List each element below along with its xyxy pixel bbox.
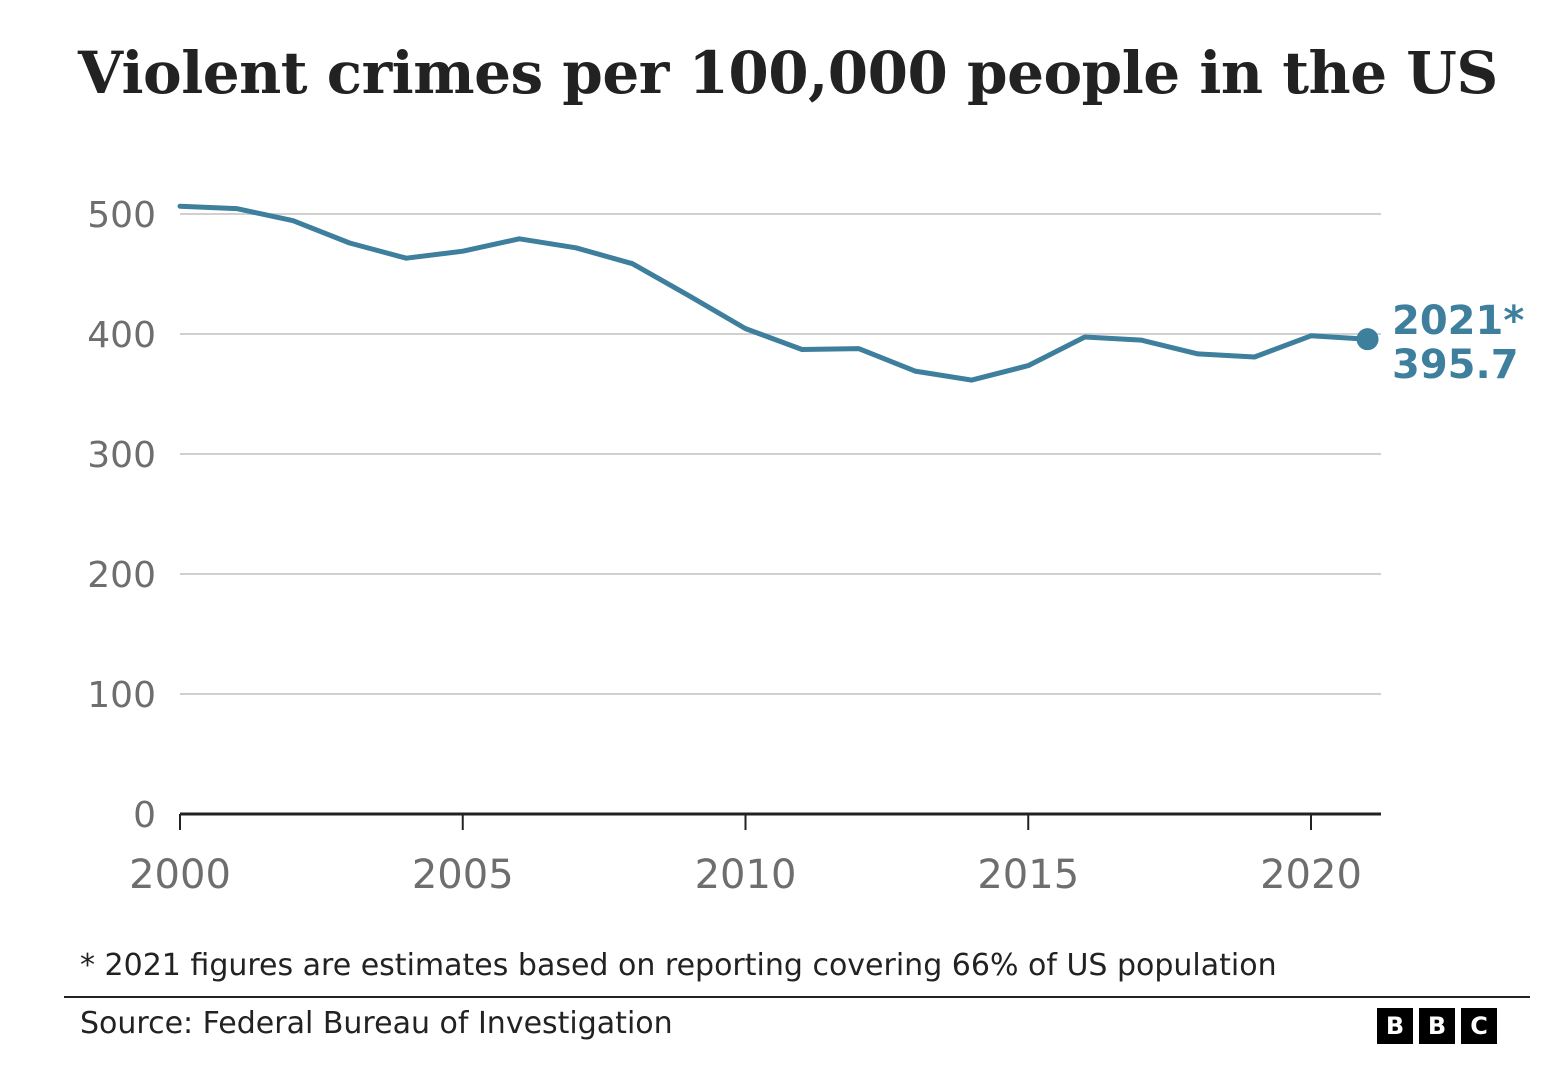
y-tick-label: 200	[87, 555, 156, 596]
x-axis	[179, 812, 1381, 830]
x-axis-tick-labels: 2000 2005 2010 2015 2020	[129, 852, 1362, 898]
x-tick-label: 2005	[412, 852, 514, 898]
series	[177, 203, 1379, 383]
gridlines	[180, 213, 1381, 695]
divider	[64, 996, 1530, 998]
end-point-marker	[1356, 328, 1379, 351]
logo-letter: B	[1419, 1008, 1455, 1044]
x-tick-label: 2010	[695, 852, 797, 898]
footnote: * 2021 figures are estimates based on re…	[80, 948, 1277, 983]
y-tick-label: 500	[87, 195, 156, 236]
chart-title: Violent crimes per 100,000 people in the…	[78, 39, 1498, 107]
x-tick-label: 2015	[977, 852, 1079, 898]
y-tick-label: 100	[87, 675, 156, 716]
end-label-value: 395.7	[1392, 342, 1519, 388]
source-note: Source: Federal Bureau of Investigation	[80, 1006, 673, 1041]
end-label-year: 2021*	[1392, 298, 1524, 344]
logo-letter: B	[1377, 1008, 1413, 1044]
y-axis-tick-labels: 0 100 200 300 400 500	[87, 195, 156, 836]
x-tick-label: 2000	[129, 852, 231, 898]
logo-letter: C	[1461, 1008, 1497, 1044]
y-tick-label: 300	[87, 435, 156, 476]
bbc-logo: B B C	[1377, 1008, 1497, 1044]
y-tick-label: 0	[133, 795, 156, 836]
end-label-group: 2021* 395.7	[1392, 298, 1524, 388]
x-tick-label: 2020	[1260, 852, 1362, 898]
y-tick-label: 400	[87, 315, 156, 356]
series-line	[177, 203, 1370, 383]
